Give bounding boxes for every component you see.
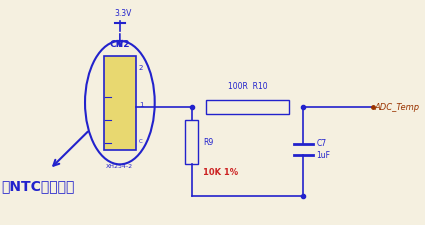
FancyBboxPatch shape — [104, 56, 136, 150]
Text: C7: C7 — [316, 139, 326, 148]
Text: 10K 1%: 10K 1% — [203, 168, 238, 177]
FancyBboxPatch shape — [206, 100, 289, 114]
Text: 1uF: 1uF — [316, 151, 330, 160]
Text: 3.3V: 3.3V — [115, 9, 132, 18]
Text: 接NTC热敏电阻: 接NTC热敏电阻 — [1, 179, 75, 193]
Text: 100R  R10: 100R R10 — [228, 82, 267, 91]
Text: 1: 1 — [139, 102, 143, 108]
Text: C: C — [139, 139, 143, 144]
Text: R9: R9 — [203, 138, 213, 147]
Text: 2: 2 — [139, 65, 143, 71]
FancyBboxPatch shape — [185, 120, 198, 164]
Text: CN2: CN2 — [110, 40, 130, 49]
Text: XH254-2: XH254-2 — [106, 164, 133, 169]
Text: ADC_Temp: ADC_Temp — [375, 103, 420, 112]
